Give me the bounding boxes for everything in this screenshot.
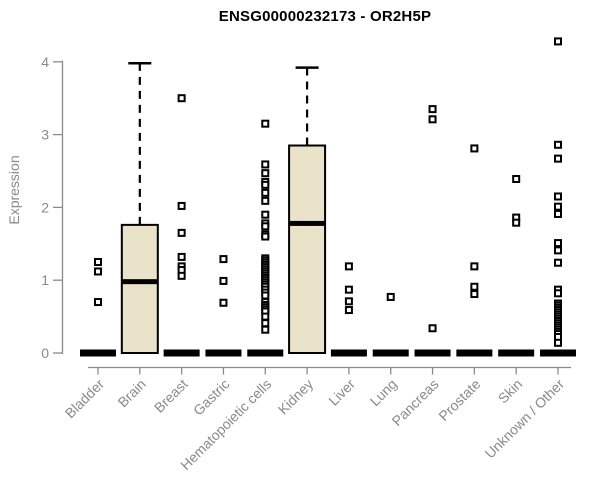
box bbox=[120, 223, 159, 354]
outlier-point bbox=[177, 252, 186, 261]
outlier-point bbox=[386, 292, 395, 301]
box bbox=[288, 144, 327, 354]
zero-bar bbox=[498, 349, 535, 357]
outlier-point bbox=[470, 290, 479, 299]
outlier-point bbox=[177, 271, 186, 280]
outlier-point bbox=[94, 258, 102, 266]
y-tick-label: 1 bbox=[41, 272, 49, 288]
x-tick-label: Liver bbox=[325, 376, 358, 409]
outlier-point bbox=[219, 298, 228, 307]
x-tick-label: Unknown / Other bbox=[482, 376, 568, 462]
zero-bar bbox=[456, 349, 493, 357]
outlier-point bbox=[344, 285, 353, 294]
x-tick-label: Lung bbox=[367, 376, 400, 409]
y-tick-label: 0 bbox=[41, 345, 49, 361]
outlier-point bbox=[554, 202, 562, 211]
outlier-point bbox=[428, 105, 437, 114]
outlier-point bbox=[554, 239, 562, 248]
outlier-point bbox=[554, 258, 562, 267]
outlier-point bbox=[261, 119, 270, 128]
outlier-point bbox=[428, 324, 437, 333]
outlier-point bbox=[470, 262, 479, 271]
outlier-point bbox=[554, 246, 562, 255]
outlier-point bbox=[261, 319, 270, 328]
zero-bar bbox=[163, 349, 200, 357]
outlier-point bbox=[177, 228, 186, 237]
outlier-point bbox=[344, 306, 353, 315]
outlier-point bbox=[261, 169, 270, 178]
outlier-point bbox=[344, 262, 353, 271]
outlier-point bbox=[470, 282, 479, 291]
outlier-point bbox=[512, 175, 521, 184]
zero-bar bbox=[372, 349, 409, 357]
outlier-point bbox=[219, 276, 228, 285]
x-tick-label: Bladder bbox=[62, 376, 108, 422]
zero-bar bbox=[205, 349, 242, 357]
x-tick-label: Brain bbox=[115, 376, 149, 410]
outlier-point bbox=[261, 325, 270, 334]
x-tick-label: Prostate bbox=[435, 376, 483, 424]
zero-bar bbox=[247, 349, 284, 357]
outlier-point bbox=[428, 115, 437, 124]
outlier-point bbox=[261, 210, 270, 219]
zero-bar bbox=[540, 349, 576, 357]
outlier-point bbox=[261, 312, 270, 321]
median-line bbox=[289, 220, 326, 226]
y-tick-label: 2 bbox=[41, 199, 49, 215]
outlier-point bbox=[261, 232, 270, 241]
outlier-point bbox=[554, 209, 562, 218]
x-tick-label: Breast bbox=[151, 376, 191, 416]
outlier-point bbox=[219, 255, 228, 264]
outlier-point bbox=[94, 267, 102, 276]
outlier-point bbox=[554, 338, 562, 347]
outlier-point bbox=[554, 37, 562, 46]
outlier-point bbox=[554, 140, 562, 149]
outlier-point bbox=[554, 154, 562, 163]
x-tick-label: Skin bbox=[495, 376, 526, 407]
outlier-point bbox=[261, 291, 270, 300]
outlier-point bbox=[554, 289, 562, 298]
zero-bar bbox=[330, 349, 367, 357]
outlier-point bbox=[261, 196, 270, 205]
median-line bbox=[121, 279, 158, 285]
outlier-point bbox=[344, 297, 353, 306]
y-tick-label: 3 bbox=[41, 127, 49, 143]
outlier-point bbox=[554, 192, 562, 201]
zero-bar bbox=[80, 349, 116, 357]
outlier-point bbox=[512, 218, 521, 227]
outlier-point bbox=[261, 180, 270, 189]
zero-bar bbox=[414, 349, 451, 357]
outlier-point bbox=[177, 201, 186, 210]
outlier-point bbox=[261, 160, 270, 169]
outlier-point bbox=[261, 188, 270, 197]
chart-title: ENSG00000232173 - OR2H5P bbox=[218, 8, 432, 25]
outlier-point bbox=[261, 222, 270, 231]
outlier-point bbox=[470, 144, 479, 153]
outlier-point bbox=[177, 94, 186, 103]
x-tick-label: Kidney bbox=[275, 376, 317, 418]
outlier-point bbox=[94, 298, 102, 307]
y-tick-label: 4 bbox=[41, 54, 49, 70]
